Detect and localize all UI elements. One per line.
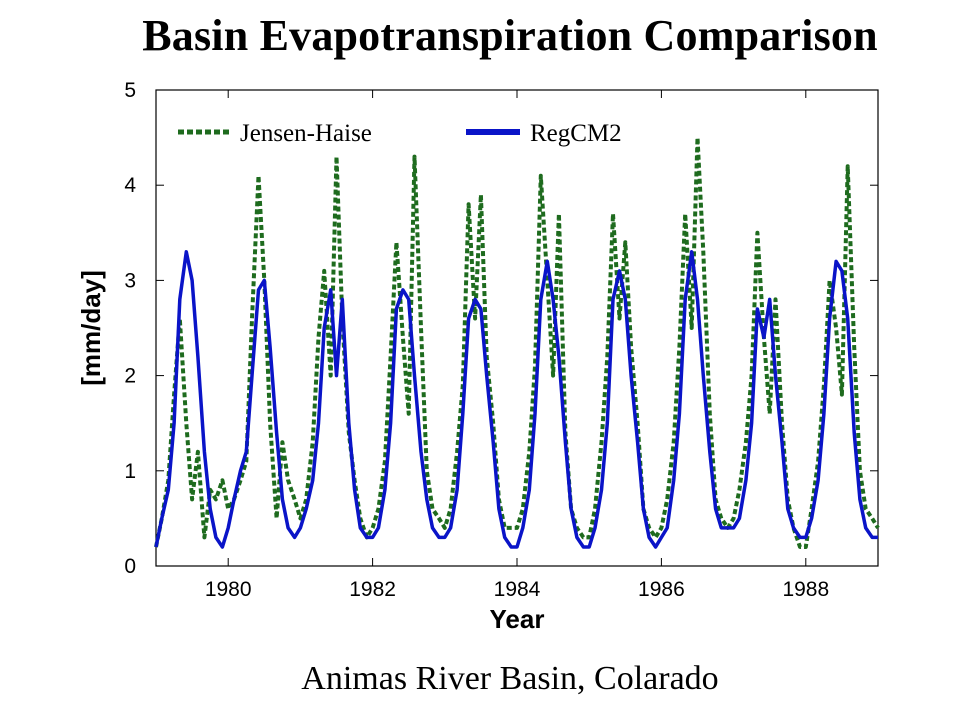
legend-label-regcm2: RegCM2 [530,120,622,147]
y-tick-label: 2 [124,365,136,388]
y-tick-label: 0 [124,555,136,578]
chart-title: Basin Evapotranspiration Comparison [142,11,878,60]
y-tick-label: 5 [124,79,136,102]
chart-caption: Animas River Basin, Colarado [301,660,719,697]
y-axis-title: [mm/day] [76,270,106,386]
series-line-jensen-haise [154,135,880,549]
series-layer [154,135,880,549]
x-tick-label: 1986 [638,578,685,601]
x-axis-title: Year [490,604,545,634]
x-tick-label: 1988 [782,578,829,601]
y-tick-label: 3 [124,269,136,292]
y-tick-label: 1 [124,460,136,483]
series-line-regcm2 [154,250,878,549]
legend-label-jensen-haise: Jensen-Haise [240,120,372,147]
x-tick-label: 1980 [205,578,252,601]
x-tick-label: 1982 [349,578,396,601]
axis-ticks: 1980 1982 1984 1986 1988 0 1 2 3 4 5 [124,79,878,601]
legend: Jensen-Haise RegCM2 [178,120,622,147]
y-tick-label: 4 [124,174,136,197]
x-tick-label: 1984 [494,578,541,601]
plot-frame [155,89,879,567]
